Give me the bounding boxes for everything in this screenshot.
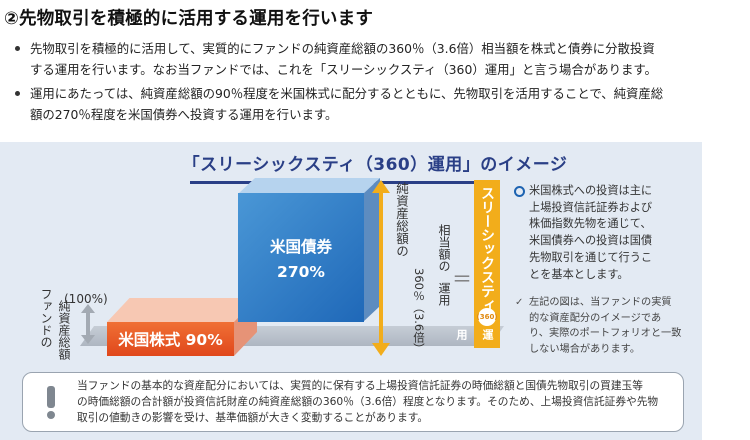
bullet-list: 先物取引を積極的に活用して、実質的にファンドの純資産総額の360％（3.6倍）相… — [10, 38, 745, 128]
equivalent-vertical-label-1: 相当額の — [437, 224, 451, 272]
bullet-line: 先物取引を積極的に活用して、実質的にファンドの純資産総額の360％（3.6倍）相… — [30, 41, 655, 56]
sub-note-line: り、実際のポートフォリオと一致 — [529, 328, 682, 340]
warning-line: の時価総額の合計額が投資信託財産の純資産総額の360％（3.6倍）程度となります… — [77, 395, 659, 408]
bullet-line: する運用を行います。なお当ファンドでは、これを「スリーシックスティ（360）運用… — [30, 62, 657, 77]
main-note-line: とを基本とします。 — [529, 267, 629, 281]
warning-box: 当ファンドの基本的な資産配分においては、実質的に保有する上場投資信託証券の時価総… — [22, 372, 684, 432]
bullet-line: 運用にあたっては、純資産総額の90％程度を米国株式に配分するとともに、先物取引を… — [30, 86, 664, 101]
stocks-block: 米国株式 90% — [107, 322, 234, 356]
bullet-item: 先物取引を積極的に活用して、実質的にファンドの純資産総額の360％（3.6倍）相… — [10, 38, 745, 80]
total-double-arrow-icon — [372, 180, 390, 356]
checkmark-icon: ✓ — [515, 297, 524, 309]
main-note-line: 株価指数先物を通じて、 — [529, 217, 652, 231]
stocks-label: 米国株式 90% — [118, 331, 223, 349]
total-vertical-label-2: 360％（3.6倍） — [412, 268, 426, 355]
left-percent-label: (100%) — [64, 292, 108, 306]
bonds-block-top — [238, 178, 380, 194]
exclamation-icon — [47, 386, 55, 419]
bullet-dot-icon — [15, 46, 20, 51]
three-sixty-vertical-label: スリーシックスティ — [479, 186, 495, 312]
left-vertical-label: 純資産総額 — [57, 300, 71, 360]
bonds-label: 米国債券 — [269, 237, 332, 256]
sub-note-line: 左記の図は、当ファンドの実質 — [529, 297, 672, 309]
bonds-percent: 270% — [277, 262, 325, 281]
main-note: 米国株式への投資は主に 上場投資信託証券および 株価指数先物を通じて、 米国債券… — [514, 183, 700, 283]
warning-line: 取引の値動きの影響を受け、基準価額が大きく変動することがあります。 — [77, 411, 429, 424]
bullet-dot-icon — [15, 91, 20, 96]
sub-note-line: しない場合があります。 — [529, 343, 641, 355]
main-note-line: 先物取引を通じて行うこ — [529, 250, 653, 264]
bullet-line: 額の270％程度を米国債券へ投資する運用を行います。 — [30, 107, 338, 122]
total-vertical-label-1: 純資産総額の — [394, 182, 409, 257]
small-double-arrow-icon — [81, 304, 95, 344]
three-sixty-badge: (360) — [477, 308, 498, 326]
three-sixty-bar: スリーシックスティ (360) 運用 — [455, 180, 500, 348]
sub-note: ✓ 左記の図は、当ファンドの実質 的な資産配分のイメージであ り、実際のポートフ… — [514, 295, 700, 357]
three-sixty-vertical-label-2: 運用 — [455, 329, 494, 340]
bonds-block: 米国債券 270% — [238, 193, 364, 322]
ring-bullet-icon — [514, 186, 525, 197]
equivalent-vertical-label-2: 運用 — [437, 282, 451, 306]
main-note-line: 米国株式への投資は主に — [529, 184, 653, 197]
bonds-block-side — [363, 178, 380, 322]
warning-line: 当ファンドの基本的な資産配分においては、実質的に保有する上場投資信託証券の時価総… — [77, 379, 643, 392]
stocks-block-top — [107, 298, 257, 322]
sub-note-line: 的な資産配分のイメージであ — [529, 312, 662, 324]
diagram-title: 「スリーシックスティ（360）運用」のイメージ — [182, 155, 568, 175]
left-vertical-label-sub: ファンドの — [39, 288, 53, 348]
bullet-item: 運用にあたっては、純資産総額の90％程度を米国株式に配分するとともに、先物取引を… — [10, 83, 745, 125]
main-note-line: 上場投資信託証券および — [529, 200, 653, 214]
equals-sign: ＝ — [452, 267, 472, 291]
warning-text: 当ファンドの基本的な資産配分においては、実質的に保有する上場投資信託証券の時価総… — [77, 378, 677, 426]
main-note-line: 米国債券への投資は国債 — [529, 234, 653, 248]
notes-area: 米国株式への投資は主に 上場投資信託証券および 株価指数先物を通じて、 米国債券… — [514, 183, 700, 357]
page-heading: ②先物取引を積極的に活用する運用を行います — [4, 9, 374, 29]
